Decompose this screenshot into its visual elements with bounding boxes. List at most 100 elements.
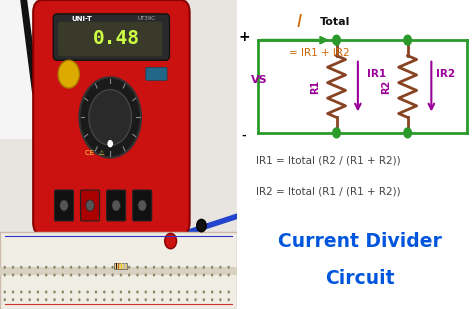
Circle shape [186, 298, 189, 301]
Bar [0, 267, 237, 275]
Circle shape [153, 298, 155, 301]
Text: -: - [242, 131, 246, 141]
Circle shape [137, 266, 138, 269]
Text: IR1 = Itotal (R2 / (R1 + R2)): IR1 = Itotal (R2 / (R1 + R2)) [256, 156, 401, 166]
Circle shape [45, 298, 47, 301]
Circle shape [53, 266, 56, 269]
Circle shape [28, 273, 31, 277]
Circle shape [128, 298, 130, 301]
Circle shape [194, 273, 197, 277]
Circle shape [20, 298, 23, 301]
Text: CE  ⚠: CE ⚠ [85, 150, 105, 155]
FancyBboxPatch shape [58, 22, 162, 56]
Circle shape [86, 266, 89, 269]
Circle shape [219, 273, 222, 277]
Circle shape [119, 298, 122, 301]
Circle shape [219, 298, 222, 301]
Circle shape [178, 273, 180, 277]
Text: R2: R2 [381, 79, 392, 94]
Circle shape [36, 290, 39, 294]
Circle shape [86, 200, 94, 211]
Text: VS: VS [251, 75, 268, 85]
Circle shape [202, 290, 205, 294]
Circle shape [164, 233, 176, 249]
Text: 0.48: 0.48 [92, 29, 140, 48]
Circle shape [95, 266, 97, 269]
Circle shape [103, 298, 106, 301]
Circle shape [95, 298, 97, 301]
Bar [0, 232, 237, 309]
Circle shape [128, 266, 130, 269]
Circle shape [211, 298, 213, 301]
Circle shape [60, 200, 68, 211]
Text: UNI-T: UNI-T [71, 15, 92, 22]
Circle shape [228, 290, 230, 294]
Circle shape [137, 273, 138, 277]
Circle shape [178, 266, 180, 269]
Circle shape [103, 273, 106, 277]
Circle shape [20, 273, 23, 277]
Circle shape [62, 273, 64, 277]
Circle shape [145, 266, 147, 269]
Circle shape [45, 290, 47, 294]
Circle shape [404, 35, 411, 45]
Circle shape [178, 298, 180, 301]
Circle shape [4, 273, 6, 277]
Circle shape [36, 273, 39, 277]
FancyBboxPatch shape [107, 190, 126, 221]
Text: $\mathbf{\mathit{I}}$: $\mathbf{\mathit{I}}$ [296, 13, 303, 31]
Circle shape [62, 266, 64, 269]
FancyBboxPatch shape [53, 14, 169, 60]
Circle shape [12, 298, 14, 301]
Circle shape [111, 273, 114, 277]
Circle shape [4, 290, 6, 294]
Circle shape [228, 266, 230, 269]
Circle shape [80, 77, 141, 158]
Bar [118, 263, 119, 269]
Circle shape [219, 266, 222, 269]
Circle shape [153, 273, 155, 277]
Circle shape [70, 290, 72, 294]
Circle shape [170, 290, 172, 294]
Text: IR2: IR2 [436, 69, 455, 79]
Circle shape [53, 273, 56, 277]
Circle shape [137, 290, 138, 294]
Circle shape [228, 298, 230, 301]
Circle shape [186, 266, 189, 269]
Circle shape [111, 298, 114, 301]
Circle shape [197, 219, 206, 232]
Circle shape [95, 290, 97, 294]
Circle shape [137, 298, 138, 301]
Circle shape [95, 273, 97, 277]
Circle shape [194, 298, 197, 301]
Text: IR2 = Itotal (R1 / (R1 + R2)): IR2 = Itotal (R1 / (R1 + R2)) [256, 187, 401, 197]
Circle shape [103, 266, 106, 269]
Text: R1: R1 [310, 79, 320, 94]
Circle shape [404, 128, 411, 138]
Text: Circuit: Circuit [326, 269, 395, 288]
Circle shape [36, 266, 39, 269]
Bar [114, 263, 127, 269]
Text: Total: Total [320, 17, 350, 27]
Circle shape [62, 298, 64, 301]
Circle shape [53, 290, 56, 294]
Circle shape [4, 266, 6, 269]
Circle shape [228, 273, 230, 277]
Circle shape [145, 273, 147, 277]
Circle shape [103, 290, 106, 294]
Circle shape [170, 266, 172, 269]
Circle shape [20, 266, 23, 269]
Bar [0, 0, 130, 139]
Text: IR1: IR1 [367, 69, 386, 79]
Circle shape [128, 290, 130, 294]
Bar [124, 263, 125, 269]
Circle shape [20, 290, 23, 294]
Circle shape [170, 298, 172, 301]
Circle shape [107, 140, 113, 147]
Circle shape [12, 290, 14, 294]
Circle shape [28, 266, 31, 269]
Circle shape [211, 266, 213, 269]
Circle shape [138, 200, 146, 211]
Bar [121, 263, 122, 269]
Circle shape [186, 273, 189, 277]
